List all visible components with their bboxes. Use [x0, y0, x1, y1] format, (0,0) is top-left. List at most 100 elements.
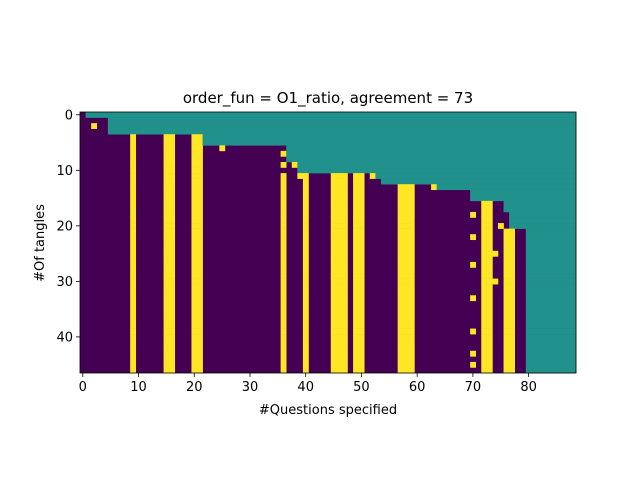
heatmap-cell-yellow: [353, 356, 365, 363]
heatmap-cell-unspecified: [202, 139, 577, 146]
heatmap-cell-yellow: [163, 356, 176, 363]
heatmap-cell-unspecified: [436, 184, 577, 191]
heatmap-cell-yellow: [163, 250, 176, 257]
heatmap-cell-yellow: [353, 289, 365, 296]
heatmap-cell-yellow: [280, 367, 287, 374]
heatmap-cell-yellow: [397, 256, 415, 263]
heatmap-cell-yellow: [163, 139, 176, 146]
heatmap-cell-yellow: [163, 323, 176, 329]
heatmap-cell-yellow: [503, 339, 515, 346]
heatmap-cell-unspecified: [525, 306, 577, 313]
heatmap-cell-yellow: [163, 167, 176, 174]
heatmap-cell-yellow: [397, 273, 415, 279]
heatmap-cell-yellow: [330, 334, 348, 340]
heatmap-cell-yellow: [163, 217, 176, 224]
heatmap-cell-yellow: [330, 361, 348, 368]
heatmap-cell-yellow: [130, 339, 137, 346]
heatmap-cell-yellow: [130, 300, 137, 307]
heatmap-cell-yellow: [280, 217, 287, 224]
heatmap-cell-yellow: [330, 328, 348, 335]
heatmap-cell-yellow: [130, 306, 137, 313]
heatmap-cell-yellow: [280, 150, 287, 157]
heatmap-cell-yellow: [191, 261, 203, 268]
heatmap-cell-yellow: [353, 334, 365, 340]
heatmap-cell-yellow: [470, 234, 476, 241]
heatmap-cell-yellow: [302, 300, 309, 307]
heatmap-cell-yellow: [163, 345, 176, 352]
heatmap-cell-yellow: [353, 350, 365, 357]
heatmap-cell-yellow: [163, 311, 176, 318]
heatmap-cell-yellow: [191, 256, 203, 263]
heatmap-cell-yellow: [191, 217, 203, 224]
heatmap-cell-yellow: [130, 200, 137, 207]
heatmap-cell-yellow: [330, 317, 348, 324]
heatmap-cell-unspecified: [107, 117, 577, 124]
heatmap-cell-yellow: [353, 317, 365, 324]
heatmap-cell-yellow: [503, 300, 515, 307]
heatmap-cell-yellow: [280, 261, 287, 268]
heatmap-cell-unspecified: [525, 345, 577, 352]
heatmap-cell-yellow: [130, 273, 137, 279]
heatmap-cell-yellow: [302, 267, 309, 274]
heatmap-cell-yellow: [280, 289, 287, 296]
heatmap-cell-yellow: [397, 356, 415, 363]
heatmap-cell-yellow: [397, 184, 415, 191]
heatmap-cell-yellow: [330, 289, 348, 296]
heatmap-cell-yellow: [191, 295, 203, 302]
heatmap-cell-yellow: [353, 323, 365, 329]
heatmap-cell-yellow: [431, 184, 437, 191]
heatmap-cell-yellow: [302, 217, 309, 224]
heatmap-cell-yellow: [191, 339, 203, 346]
heatmap-cell-yellow: [130, 134, 137, 141]
heatmap-cell-yellow: [280, 273, 287, 279]
heatmap-cell-yellow: [481, 245, 493, 252]
heatmap-cell-yellow: [191, 289, 203, 296]
heatmap-cell-yellow: [130, 173, 137, 179]
heatmap-cell-unspecified: [525, 256, 577, 263]
plot-frame: [79, 111, 577, 374]
heatmap-cell-yellow: [302, 328, 309, 335]
heatmap-cell-yellow: [353, 195, 365, 202]
heatmap-cell-yellow: [191, 311, 203, 318]
heatmap-cell-unspecified: [525, 339, 577, 346]
heatmap-cell-unspecified: [525, 273, 577, 279]
heatmap-cell-yellow: [163, 300, 176, 307]
heatmap-cell-yellow: [163, 173, 176, 179]
heatmap-cell-yellow: [397, 206, 415, 213]
heatmap-cell-yellow: [130, 206, 137, 213]
heatmap-cell-yellow: [130, 361, 137, 368]
heatmap-cell-yellow: [397, 195, 415, 202]
heatmap-cell-yellow: [302, 211, 309, 218]
heatmap-cell-yellow: [280, 200, 287, 207]
heatmap-cell-yellow: [503, 234, 515, 241]
heatmap-cell-yellow: [302, 311, 309, 318]
heatmap-cell-yellow: [397, 211, 415, 218]
heatmap-cell-yellow: [353, 234, 365, 241]
heatmap-cell-yellow: [191, 300, 203, 307]
heatmap-cell-yellow: [280, 328, 287, 335]
heatmap-cell-yellow: [163, 161, 176, 168]
heatmap-cell-unspecified: [509, 217, 577, 224]
heatmap-cell-yellow: [397, 367, 415, 374]
heatmap-cell-yellow: [191, 145, 203, 152]
heatmap-cell-yellow: [330, 206, 348, 213]
heatmap-cell-yellow: [280, 234, 287, 241]
heatmap-cell-yellow: [481, 356, 493, 363]
heatmap-cell-yellow: [163, 206, 176, 213]
heatmap-cell-unspecified: [525, 289, 577, 296]
heatmap-cell-yellow: [191, 178, 203, 185]
heatmap-cell-yellow: [397, 228, 415, 235]
heatmap-cell-yellow: [302, 206, 309, 213]
heatmap-cell-yellow: [280, 250, 287, 257]
heatmap-cell-yellow: [481, 267, 493, 274]
heatmap-cell-yellow: [191, 211, 203, 218]
heatmap-cell-yellow: [397, 323, 415, 329]
heatmap-cell-yellow: [280, 295, 287, 302]
heatmap-cell-yellow: [302, 278, 309, 285]
heatmap-cell-yellow: [163, 339, 176, 346]
heatmap-cell-yellow: [397, 361, 415, 368]
heatmap-cell-yellow: [353, 295, 365, 302]
heatmap-cell-unspecified: [286, 150, 577, 157]
heatmap-cell-yellow: [481, 328, 493, 335]
heatmap-cell-yellow: [302, 284, 309, 290]
